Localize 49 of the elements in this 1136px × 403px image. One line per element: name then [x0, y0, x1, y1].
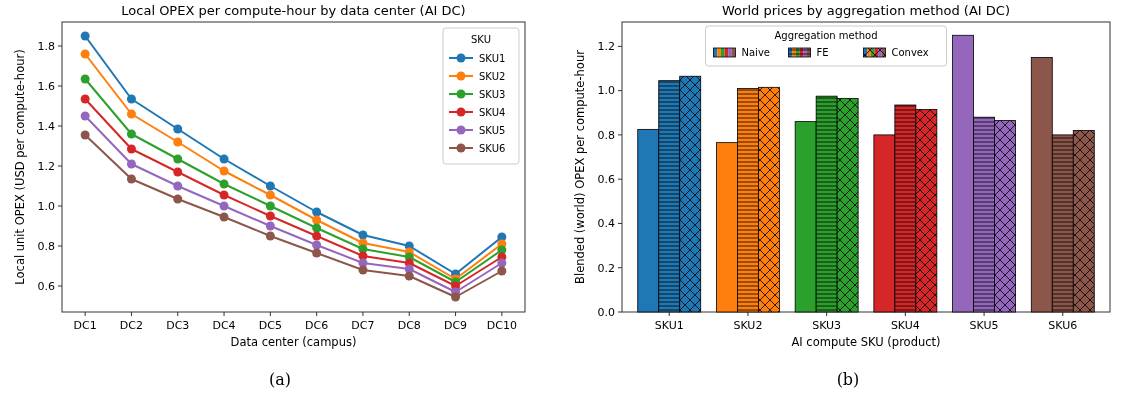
x-tick-label: SKU4 [890, 319, 920, 332]
x-tick-label: DC7 [351, 319, 375, 332]
x-axis-title: AI compute SKU (product) [791, 335, 941, 349]
x-tick-label: SKU3 [812, 319, 842, 332]
x-tick-label: SKU2 [733, 319, 763, 332]
x-tick-label: DC2 [119, 319, 144, 332]
y-tick-label: 0.0 [597, 305, 615, 319]
legend-title: Aggregation method [774, 30, 878, 41]
x-tick-label: DC5 [258, 319, 282, 332]
y-tick-label: 1.0 [37, 199, 55, 213]
y-tick-label: 0.4 [597, 217, 615, 231]
legend-title: SKU [471, 34, 491, 45]
x-tick-label: DC4 [212, 319, 236, 332]
legend-label: SKU1 [479, 52, 506, 64]
x-tick-label: SKU5 [969, 319, 999, 332]
x-tick-label: DC1 [73, 319, 97, 332]
legend-label: SKU5 [479, 124, 506, 136]
text: (b) [836, 370, 860, 389]
y-tick-label: 0.6 [597, 173, 615, 187]
x-tick-label: SKU1 [654, 319, 684, 332]
y-tick-label: 1.4 [37, 119, 55, 133]
x-tick-label: DC3 [166, 319, 190, 332]
x-tick-label: SKU6 [1048, 319, 1078, 332]
y-axis-title: Blended (world) OPEX per compute-hour [573, 49, 587, 284]
legend-label: Convex [891, 47, 929, 58]
y-tick-label: 0.8 [597, 128, 615, 142]
y-tick-label: 0.6 [37, 279, 55, 293]
chart-title: Local OPEX per compute-hour by data center (AI DC) [121, 3, 466, 18]
legend-label: SKU2 [479, 70, 506, 82]
y-tick-label: 1.0 [597, 84, 615, 98]
legend-label: Naive [741, 47, 770, 58]
y-tick-label: 0.2 [597, 261, 615, 275]
legend-label: SKU6 [479, 142, 506, 154]
text: (a) [268, 370, 292, 389]
chart-title: World prices by aggregation method (AI DC) [722, 3, 1010, 18]
y-axis-title: Local unit OPEX (USD per compute-hour) [13, 49, 27, 285]
y-tick-label: 1.2 [597, 40, 615, 54]
legend-label: FE [816, 47, 829, 58]
legend-label: SKU4 [479, 106, 506, 118]
y-tick-label: 0.8 [37, 239, 55, 253]
x-tick-label: DC10 [486, 319, 517, 332]
x-tick-label: DC9 [443, 319, 468, 332]
x-tick-label: DC6 [305, 319, 329, 332]
y-tick-label: 1.6 [37, 79, 55, 93]
y-tick-label: 1.8 [37, 39, 55, 53]
legend-label: SKU3 [479, 88, 506, 100]
x-axis-title: Data center (campus) [230, 335, 357, 349]
y-tick-label: 1.2 [37, 159, 55, 173]
x-tick-label: DC8 [397, 319, 421, 332]
